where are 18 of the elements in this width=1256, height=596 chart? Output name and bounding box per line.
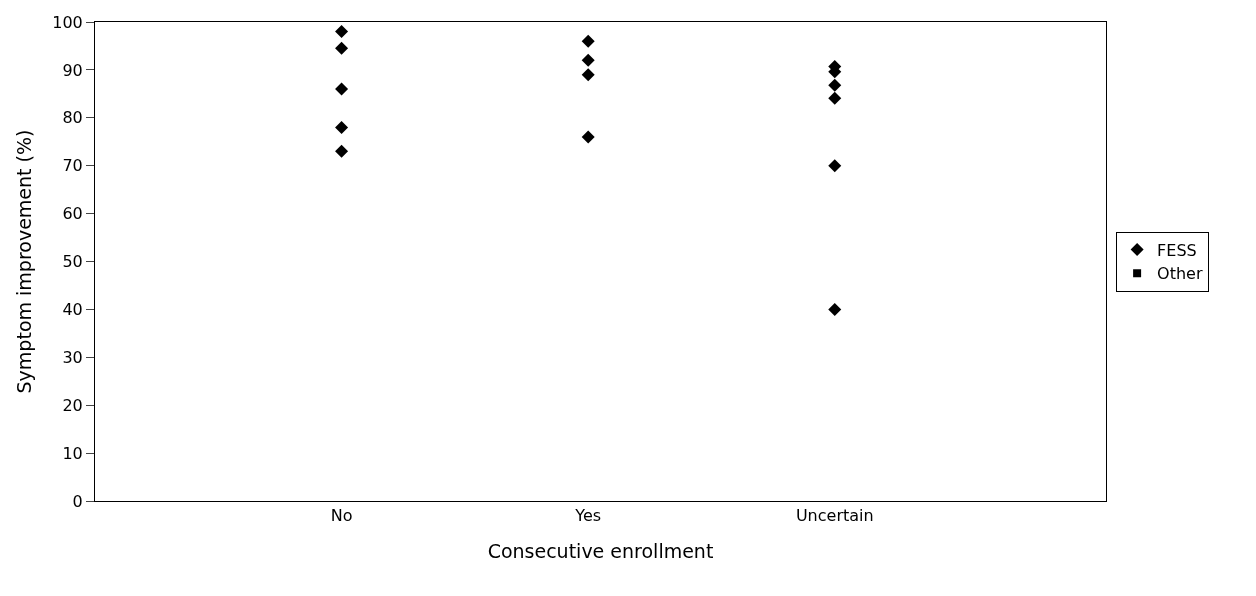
legend-label: FESS [1157,240,1197,260]
y-axis-title: Symptom improvement (%) [13,129,36,394]
y-tick-label: 100 [52,12,83,32]
x-axis-title: Consecutive enrollment [487,540,714,562]
y-tick-label: 10 [62,443,83,463]
y-tick-label: 30 [62,347,83,367]
y-tick-label: 20 [62,395,83,415]
y-tick-label: 50 [62,252,83,272]
y-tick-label: 60 [62,204,83,224]
x-tick-label: Uncertain [795,506,874,526]
y-tick-label: 90 [62,60,83,80]
x-tick-label: No [330,506,353,526]
legend-label: Other [1157,264,1203,284]
x-tick-label: Yes [574,506,602,526]
y-tick-label: 0 [72,491,83,511]
y-tick-label: 70 [62,156,83,176]
y-tick-label: 40 [62,300,83,319]
y-tick-label: 80 [62,108,83,128]
